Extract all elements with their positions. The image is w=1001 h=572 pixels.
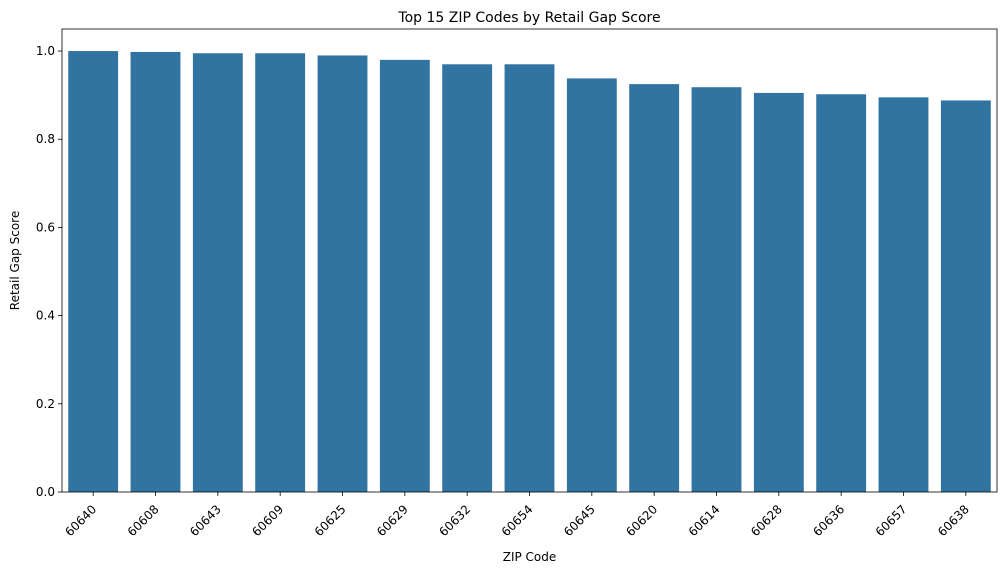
bar-60657 bbox=[878, 97, 929, 492]
y-tick-label: 0.8 bbox=[36, 132, 55, 146]
x-tick-label: 60620 bbox=[623, 502, 660, 539]
bar-60628 bbox=[753, 92, 804, 492]
y-tick-label: 0.6 bbox=[36, 220, 55, 234]
bar-60643 bbox=[192, 53, 243, 492]
x-axis: 60640 60608 60643 60609 60625 60629 60632 60654… bbox=[62, 492, 972, 539]
bar-60654 bbox=[504, 64, 555, 493]
x-axis-label: ZIP Code bbox=[503, 550, 557, 564]
y-tick-label: 1.0 bbox=[36, 44, 55, 58]
x-tick-label: 60645 bbox=[561, 502, 598, 539]
bar-60625 bbox=[317, 55, 368, 492]
x-tick-label: 60609 bbox=[249, 502, 286, 539]
x-tick-label: 60643 bbox=[187, 502, 224, 539]
x-tick-label: 60632 bbox=[436, 502, 473, 539]
bar-60645 bbox=[566, 78, 617, 493]
x-tick-label: 60629 bbox=[374, 502, 411, 539]
bar-60638 bbox=[940, 100, 991, 492]
bar-60636 bbox=[816, 94, 867, 492]
x-tick-label: 60608 bbox=[125, 502, 162, 539]
plot-frame bbox=[61, 28, 998, 493]
x-tick-label: 60614 bbox=[686, 502, 723, 539]
bar-60620 bbox=[629, 84, 680, 492]
x-tick-label: 60657 bbox=[873, 502, 910, 539]
bar-60640 bbox=[68, 51, 119, 493]
chart-title: Top 15 ZIP Codes by Retail Gap Score bbox=[397, 10, 660, 26]
y-tick-label: 0.4 bbox=[36, 309, 55, 323]
bar-60629 bbox=[379, 59, 430, 492]
x-tick-label: 60636 bbox=[810, 502, 847, 539]
bars bbox=[68, 51, 991, 493]
bar-60632 bbox=[442, 64, 493, 493]
y-tick-label: 0.2 bbox=[36, 397, 55, 411]
x-tick-label: 60628 bbox=[748, 502, 785, 539]
x-tick-label: 60625 bbox=[312, 502, 349, 539]
bar-60608 bbox=[130, 51, 181, 492]
bar-60614 bbox=[691, 87, 742, 492]
bar-60609 bbox=[255, 53, 306, 492]
y-tick-label: 0.0 bbox=[36, 485, 55, 499]
x-tick-label: 60654 bbox=[499, 502, 536, 539]
y-axis-label: Retail Gap Score bbox=[8, 211, 22, 310]
y-axis: 0.0 0.2 0.4 0.6 0.8 1.0 bbox=[36, 44, 62, 499]
x-tick-label: 60640 bbox=[62, 502, 99, 539]
x-tick-label: 60638 bbox=[935, 502, 972, 539]
